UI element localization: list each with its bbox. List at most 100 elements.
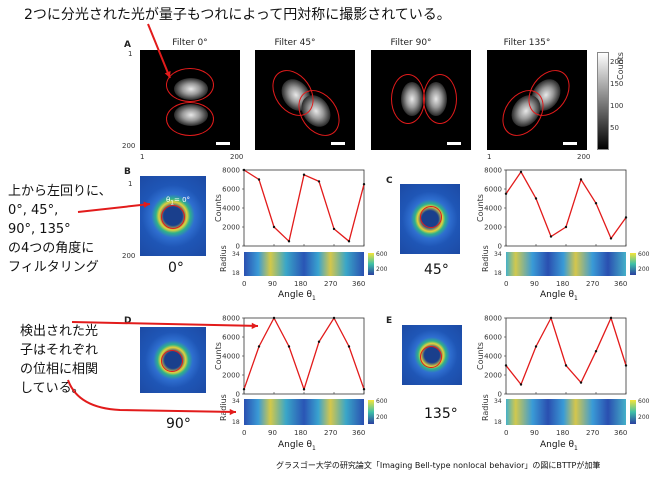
- colorbar-b-tick-200: 200: [376, 266, 388, 273]
- colorbar-e-tick-200: 200: [638, 414, 650, 421]
- xtick-c-90: 90: [530, 280, 539, 288]
- ytick-label-c-6000: 6000: [484, 186, 502, 194]
- data-point-e-3: [549, 316, 553, 320]
- data-point-c-6: [594, 202, 598, 205]
- left-bottom-line-2: 子はそれぞれ: [20, 343, 99, 358]
- x-axis-title-b: Angle θ1: [278, 290, 316, 302]
- ytick-label-b-8000: 8000: [222, 167, 240, 175]
- ytick-label-c-8000: 8000: [484, 167, 502, 175]
- arrow-left-bottom-upper: [71, 321, 259, 327]
- xtick-c-360: 360: [614, 280, 628, 288]
- arrow-top: [147, 23, 171, 79]
- colorbar-d-tick-200: 200: [376, 414, 388, 421]
- colorbar-b: [368, 253, 374, 275]
- image-axis-label-200: 200: [230, 153, 244, 161]
- ytick-label-d-6000: 6000: [222, 334, 240, 342]
- filter-image-135: [487, 50, 587, 150]
- filter-title-0: Filter 0°: [172, 38, 208, 48]
- filter-image-0: [140, 50, 240, 150]
- colorbar-e-tick-600: 600: [638, 398, 650, 405]
- data-point-e-0: [504, 364, 508, 367]
- data-point-e-7: [609, 316, 613, 320]
- xtick-e-270: 270: [586, 429, 600, 437]
- xtick-c-0: 0: [504, 280, 509, 288]
- plot-frame-e: [505, 317, 627, 395]
- left-top-line-5: フィルタリング: [8, 260, 99, 275]
- grey-tick-50: 50: [610, 124, 619, 132]
- fit-curve-e: [505, 316, 627, 386]
- data-point-b-2: [272, 225, 276, 229]
- data-point-d-6: [332, 316, 336, 320]
- ytick-label-c-0: 0: [498, 243, 502, 251]
- ytick-label-d-0: 0: [236, 391, 240, 399]
- panel-letter-a: A: [124, 40, 131, 50]
- left-top-line-1: 上から左回りに、: [8, 184, 112, 199]
- data-point-d-7: [347, 345, 351, 348]
- filter-image-45: [255, 50, 355, 150]
- xtick-b-180: 180: [294, 280, 308, 288]
- ytick-label-b-2000: 2000: [222, 224, 240, 232]
- radius-b-tick-lo: 18: [232, 270, 240, 277]
- plot-frame-c: [505, 169, 627, 247]
- ytick-label-b-6000: 6000: [222, 186, 240, 194]
- angle-label-135: 135°: [424, 406, 458, 422]
- radius-map-e: [506, 399, 626, 425]
- panel-letter-e: E: [386, 316, 393, 326]
- ytick-label-e-6000: 6000: [484, 334, 502, 342]
- colorbar-c-tick-600: 600: [638, 251, 650, 258]
- radius-c-tick-lo: 18: [494, 270, 502, 277]
- ytick-label-d-8000: 8000: [222, 315, 240, 323]
- data-point-e-8: [624, 364, 628, 367]
- data-point-d-0: [242, 388, 246, 391]
- xtick-d-90: 90: [268, 429, 277, 437]
- xtick-c-180: 180: [556, 280, 570, 288]
- fit-curve-c: [505, 170, 627, 240]
- data-point-b-4: [302, 173, 306, 176]
- filter-title-90: Filter 90°: [390, 38, 432, 48]
- ring-outline-c: [420, 206, 442, 228]
- arrow-left-bottom-lower-head: [229, 408, 236, 416]
- plot-frame-d: [243, 317, 365, 395]
- radius-e-tick-hi: 34: [494, 398, 502, 405]
- left-top-line-2: 0°, 45°,: [8, 203, 59, 218]
- colorbar-b-tick-600: 600: [376, 251, 388, 258]
- data-point-c-4: [564, 225, 568, 229]
- data-point-b-6: [332, 227, 336, 231]
- xtick-b-90: 90: [268, 280, 277, 288]
- ytick-label-e-8000: 8000: [484, 315, 502, 323]
- angle-label-90: 90°: [166, 416, 191, 432]
- xtick-c-270: 270: [586, 280, 600, 288]
- data-point-d-2: [272, 316, 276, 320]
- left-bottom-annotation: 検出された光 子はそれぞれ の位相に相関 している。: [20, 322, 98, 398]
- xtick-d-0: 0: [242, 429, 247, 437]
- grey-tick-100: 100: [610, 102, 624, 110]
- ring-outline-e: [420, 346, 442, 368]
- data-point-b-7: [347, 240, 351, 243]
- data-point-b-5: [317, 180, 321, 183]
- filter-title-135: Filter 135°: [503, 38, 551, 48]
- ytick-label-e-2000: 2000: [484, 372, 502, 380]
- left-top-annotation: 上から左回りに、 0°, 45°, 90°, 135° の4つの角度に フィルタ…: [8, 182, 112, 277]
- left-bottom-line-3: の位相に相関: [20, 362, 99, 377]
- x-axis-title-e: Angle θ1: [540, 440, 578, 452]
- radius-map-b: [244, 252, 364, 276]
- xtick-d-180: 180: [294, 429, 308, 437]
- radius-map-d: [244, 399, 364, 425]
- arrow-left-top-head: [143, 201, 150, 208]
- xtick-e-90: 90: [530, 429, 539, 437]
- data-point-c-1: [519, 170, 523, 174]
- xtick-d-360: 360: [352, 429, 366, 437]
- data-point-e-2: [534, 345, 538, 348]
- fit-curve-d: [243, 316, 365, 392]
- arrow-left-top: [77, 203, 151, 213]
- radius-map-c: [506, 252, 626, 276]
- radius-b-tick-hi: 34: [232, 251, 240, 258]
- image-axis-label-1-b: 1: [487, 153, 492, 161]
- left-top-line-4: の4つの角度に: [8, 241, 95, 256]
- top-annotation: 2つに分光された光が量子もつれによって円対称に撮影されている。: [24, 7, 451, 23]
- left-bottom-line-1: 検出された光: [20, 324, 99, 339]
- ring-outline-b: [161, 205, 185, 229]
- plot-frame-b: [243, 169, 365, 247]
- colorbar-e: [630, 400, 636, 424]
